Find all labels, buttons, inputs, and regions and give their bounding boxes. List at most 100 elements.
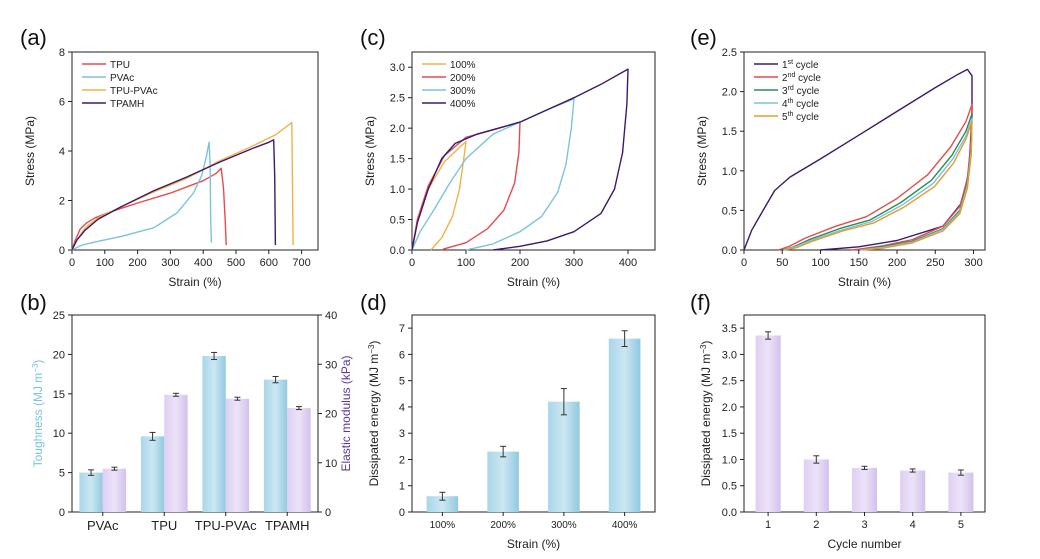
x-tick-label: 100 <box>96 257 114 269</box>
panel-label: (a) <box>20 25 47 50</box>
x-tick-label: 300 <box>161 257 179 269</box>
panel-label: (d) <box>360 290 387 315</box>
series-line-400- <box>411 68 629 251</box>
y-tick-label: 20 <box>53 349 65 361</box>
x-tick-label: 600 <box>260 257 278 269</box>
x-tick-label: PVAc <box>87 518 119 533</box>
y-tick-label: 3.0 <box>722 349 737 361</box>
bar-modulus-TPUPVAc <box>225 398 250 512</box>
y-tick-label: 1.5 <box>722 126 737 138</box>
legend-label: 1st cycle <box>782 59 819 71</box>
legend-label: PVAc <box>110 73 134 84</box>
y2-tick-label: 20 <box>325 409 337 421</box>
bar-1 <box>755 335 781 512</box>
legend-label: 3rd cycle <box>782 85 820 97</box>
y-tick-label: 2.5 <box>722 376 737 388</box>
y-tick-label: 6 <box>59 97 65 109</box>
y-tick-label: 0.0 <box>722 507 737 519</box>
x-tick-label: 5 <box>958 519 964 531</box>
y-tick-label: 1.0 <box>390 184 405 196</box>
panel-label: (f) <box>690 290 711 315</box>
y-tick-label: 2 <box>59 196 65 208</box>
legend-label: 4th cycle <box>782 98 819 110</box>
bar-3 <box>851 467 878 512</box>
legend-label: 400% <box>450 99 476 110</box>
panel-label: (e) <box>690 25 717 50</box>
y-tick-label: 2.0 <box>390 123 405 135</box>
x-tick-label: 1 <box>765 519 771 531</box>
legend-label: 2nd cycle <box>782 72 821 84</box>
panel-e: (e) 0 50 100 150 200 250 300 0.0 0.5 1.0 1.5 2.0 2.5 S… <box>690 25 986 289</box>
bar-400 <box>608 338 641 512</box>
bar-200 <box>487 451 519 512</box>
y-tick-label: 25 <box>53 310 65 322</box>
bar-2 <box>803 459 829 512</box>
y-tick-label: 3.0 <box>390 62 405 74</box>
y-tick-label: 5 <box>399 376 405 388</box>
x-tick-label: 300 <box>565 257 583 269</box>
bar-5 <box>948 472 974 512</box>
x-tick-label: 100% <box>430 520 456 531</box>
y-tick-label: 1.5 <box>722 428 737 440</box>
legend-label: 100% <box>450 60 476 71</box>
series-line-tpu <box>71 167 227 251</box>
bar-toughness-TPUPVAc <box>202 355 226 512</box>
y-axis-title: Dissipated energy (MJ m−3) <box>367 341 381 487</box>
series-line-pvac <box>71 141 213 251</box>
series-line-4th-cycle <box>783 117 973 251</box>
panel-d: (d) 0 1 2 3 4 5 6 7 100% 200% 300% 400% Strain (%) Dis… <box>360 290 656 551</box>
bar-toughness-TPAMH <box>263 379 288 512</box>
bar-toughness-PVAc <box>79 472 103 512</box>
y-tick-label: 3 <box>399 428 405 440</box>
y-axis-title: Stress (MPa) <box>23 116 37 186</box>
legend-label: 5th cycle <box>782 111 819 123</box>
x-tick-label: 500 <box>227 257 245 269</box>
y-tick-label: 0 <box>59 507 65 519</box>
x-tick-label: 400% <box>612 520 638 531</box>
y-tick-label: 5 <box>59 468 65 480</box>
x-axis-title: Strain (%) <box>838 275 891 289</box>
x-tick-label: 200 <box>888 257 906 269</box>
y-tick-label: 0.5 <box>722 481 737 493</box>
panel-c: (c) 0 100 200 300 400 0.0 0.5 1.0 1.5 2.0 2.5 3.0 Str… <box>360 25 656 289</box>
panel-label: (b) <box>20 290 47 315</box>
y-tick-label: 7 <box>399 323 405 335</box>
series-line-100- <box>411 140 467 251</box>
y-tick-label: 1.0 <box>722 454 737 466</box>
legend-label: TPU-PVAc <box>110 86 158 97</box>
y-tick-label: 0.5 <box>722 205 737 217</box>
x-tick-label: 50 <box>776 257 788 269</box>
x-tick-label: 200 <box>511 257 529 269</box>
y-tick-label: 0.0 <box>390 245 405 257</box>
y-tick-label: 1.5 <box>390 154 405 166</box>
y-tick-label: 1 <box>399 481 405 493</box>
x-tick-label: 150 <box>850 257 868 269</box>
x-tick-label: 700 <box>292 257 310 269</box>
bar-toughness-TPU <box>140 436 165 512</box>
x-tick-label: 100 <box>457 257 475 269</box>
legend-label: TPU <box>110 60 130 71</box>
y-tick-label: 4 <box>399 402 405 414</box>
x-tick-label: 3 <box>861 519 867 531</box>
x-axis-title: Strain (%) <box>507 537 560 551</box>
y-tick-label: 4 <box>59 146 65 158</box>
legend-label: TPAMH <box>110 99 144 110</box>
x-tick-label: 200% <box>490 520 516 531</box>
bar-4 <box>900 470 926 512</box>
y-tick-label: 0.0 <box>722 245 737 257</box>
y-tick-label: 0 <box>59 245 65 257</box>
x-tick-label: 250 <box>926 257 944 269</box>
legend-label: 200% <box>450 73 476 84</box>
x-tick-label: 0 <box>69 257 75 269</box>
x-tick-label: 300% <box>551 520 577 531</box>
series-line-3rd-cycle <box>782 113 973 251</box>
y2-axis-title: Elastic modulus (kPa) <box>339 355 353 471</box>
y2-tick-label: 30 <box>325 359 337 371</box>
y-tick-label: 2.5 <box>722 47 737 59</box>
y-tick-label: 2.0 <box>722 87 737 99</box>
bar-300 <box>548 401 580 512</box>
y-axis-title: Toughness (MJ m−3) <box>31 360 45 468</box>
series-line-tpu-pvac <box>71 121 294 251</box>
y-axis-title: Stress (MPa) <box>363 116 377 186</box>
